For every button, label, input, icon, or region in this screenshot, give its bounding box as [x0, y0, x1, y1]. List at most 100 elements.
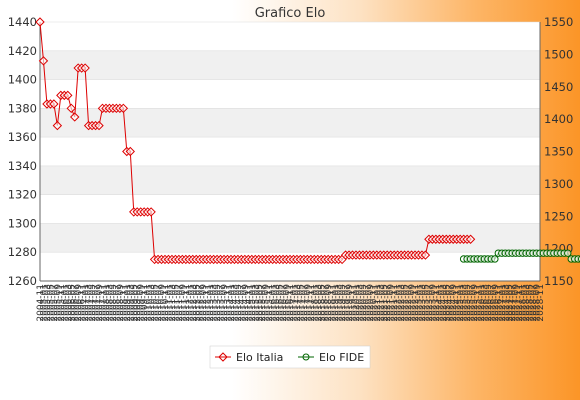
x-tick-label: 2018-09: [324, 284, 334, 322]
left-tick-label: 1400: [8, 73, 37, 87]
x-tick-label: 2011-07: [175, 284, 185, 322]
x-tick-label: 2008-09: [116, 284, 126, 322]
x-tick-label: 2024-03: [439, 284, 449, 322]
x-tick-label: 2004-11: [36, 284, 46, 322]
x-tick-label: 2020-01: [352, 284, 362, 322]
x-tick-label: 2016-05: [276, 284, 286, 322]
x-tick-label: 2024-01: [435, 284, 445, 322]
data-point: [66, 103, 76, 114]
x-tick-label: 2009-07: [133, 284, 143, 322]
left-tick-label: 1320: [8, 188, 37, 202]
x-tick-label: 2016-01: [269, 284, 279, 322]
x-tick-label: 2009-03: [126, 284, 136, 322]
x-tick-label: 2022-11: [411, 284, 421, 322]
x-tick-label: 2007-05: [88, 284, 98, 322]
x-tick-label: 2009-01: [123, 284, 133, 322]
x-tick-label: 2017-09: [303, 284, 313, 322]
x-tick-label: 2028-11: [536, 284, 546, 322]
x-tick-label: 2013-03: [210, 284, 220, 322]
left-tick-label: 1420: [8, 44, 37, 58]
legend-label-fide: Elo FIDE: [319, 351, 364, 364]
data-point: [564, 249, 572, 257]
x-tick-label: 2018-05: [317, 284, 327, 322]
x-tick-label: 2019-01: [331, 284, 341, 322]
x-tick-label: 2005-09: [53, 284, 63, 322]
x-tick-label: 2016-11: [286, 284, 296, 322]
x-tick-label: 2012-01: [185, 284, 195, 322]
grid-band: [40, 137, 540, 166]
x-tick-label: 2028-09: [533, 284, 543, 322]
data-point: [80, 63, 90, 73]
right-tick-label: 1450: [544, 80, 573, 94]
x-tick-label: 2020-09: [366, 284, 376, 322]
data-point: [125, 146, 135, 157]
x-tick-label: 2014-11: [244, 284, 254, 322]
x-tick-label: 2021-09: [387, 284, 397, 322]
x-tick-label: 2007-11: [99, 284, 109, 322]
legend-box: [209, 345, 371, 369]
x-tick-label: 2019-09: [345, 284, 355, 322]
data-point: [70, 112, 80, 122]
x-tick-label: 2011-03: [168, 284, 178, 322]
legend-marker-italia: [218, 352, 228, 362]
x-tick-label: 2027-01: [498, 284, 508, 322]
grid-band: [40, 22, 540, 51]
x-tick-label: 2023-03: [418, 284, 428, 322]
x-tick-label: 2027-11: [515, 284, 525, 322]
x-tick-label: 2015-07: [258, 284, 268, 322]
x-tick-label: 2009-11: [140, 284, 150, 322]
x-tick-label: 2005-05: [46, 284, 56, 322]
data-point: [52, 120, 63, 131]
x-tick-label: 2010-01: [144, 284, 154, 322]
left-tick-label: 1380: [8, 101, 37, 115]
right-tick-label: 1400: [544, 112, 573, 126]
x-tick-label: 2006-05: [67, 284, 77, 322]
x-tick-label: 2013-07: [217, 284, 227, 322]
x-tick-label: 2008-01: [102, 284, 112, 322]
data-point: [465, 234, 476, 244]
x-tick-label: 2005-07: [50, 284, 60, 322]
x-tick-label: 2022-05: [401, 284, 411, 322]
x-tick-label: 2013-01: [206, 284, 216, 322]
x-tick-label: 2008-11: [119, 284, 129, 322]
x-tick-label: 2022-09: [408, 284, 418, 322]
x-tick-label: 2017-05: [296, 284, 306, 322]
left-tick-label: 1340: [8, 159, 37, 173]
x-tick-label: 2017-01: [289, 284, 299, 322]
x-tick-label: 2020-03: [355, 284, 365, 322]
left-tick-label: 1280: [8, 245, 37, 259]
data-point: [63, 90, 73, 101]
x-tick-label: 2026-09: [491, 284, 501, 322]
right-tick-label: 1500: [544, 47, 573, 61]
x-tick-label: 2005-11: [57, 284, 67, 322]
x-tick-label: 2021-05: [380, 284, 390, 322]
x-tick-label: 2023-11: [432, 284, 442, 322]
x-tick-label: 2027-09: [512, 284, 522, 322]
x-tick-label: 2011-09: [178, 284, 188, 322]
x-tick-label: 2009-05: [130, 284, 140, 322]
x-tick-label: 2016-09: [283, 284, 293, 322]
x-tick-label: 2021-01: [373, 284, 383, 322]
data-point: [35, 17, 45, 27]
x-tick-label: 2023-05: [421, 284, 431, 322]
x-tick-label: 2014-05: [234, 284, 244, 322]
x-tick-label: 2024-09: [449, 284, 459, 322]
x-tick-label: 2015-01: [248, 284, 258, 322]
x-tick-label: 2026-07: [487, 284, 497, 322]
x-tick-label: 2028-01: [519, 284, 529, 322]
left-tick-label: 1260: [8, 274, 37, 288]
x-tick-label: 2015-03: [251, 284, 261, 322]
x-tick-label: 2026-01: [477, 284, 487, 322]
grid-bands: [39, 21, 541, 282]
x-tick-label: 2017-03: [293, 284, 303, 322]
x-tick-label: 2024-11: [453, 284, 463, 322]
x-tick-label: 2017-07: [300, 284, 310, 322]
right-tick-label: 1250: [544, 209, 573, 223]
x-tick-label: 2011-01: [164, 284, 174, 322]
left-axis: 1260 1280 1300 1320 1340 1360 1380 1400 1420 1440: [8, 15, 37, 288]
x-tick-label: 2028-03: [522, 284, 532, 322]
right-tick-label: 1550: [544, 15, 573, 29]
